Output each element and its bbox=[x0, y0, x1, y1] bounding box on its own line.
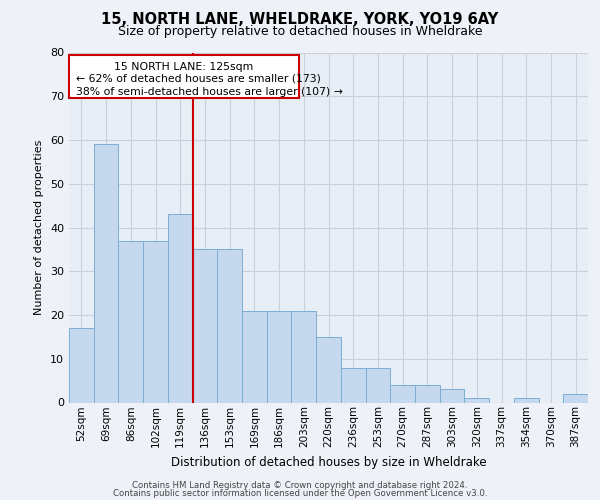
Bar bbox=[168, 214, 193, 402]
Bar bbox=[118, 240, 143, 402]
Bar bbox=[193, 250, 217, 402]
Bar bbox=[242, 310, 267, 402]
Bar bbox=[292, 310, 316, 402]
Bar bbox=[514, 398, 539, 402]
Text: Contains public sector information licensed under the Open Government Licence v3: Contains public sector information licen… bbox=[113, 490, 487, 498]
Y-axis label: Number of detached properties: Number of detached properties bbox=[34, 140, 44, 315]
Bar bbox=[341, 368, 365, 402]
X-axis label: Distribution of detached houses by size in Wheldrake: Distribution of detached houses by size … bbox=[170, 456, 487, 468]
Bar bbox=[217, 250, 242, 402]
FancyBboxPatch shape bbox=[69, 54, 299, 98]
Bar bbox=[390, 385, 415, 402]
Bar bbox=[365, 368, 390, 402]
Text: Size of property relative to detached houses in Wheldrake: Size of property relative to detached ho… bbox=[118, 25, 482, 38]
Bar bbox=[415, 385, 440, 402]
Text: ← 62% of detached houses are smaller (173): ← 62% of detached houses are smaller (17… bbox=[76, 74, 321, 84]
Bar bbox=[440, 390, 464, 402]
Bar bbox=[316, 337, 341, 402]
Text: Contains HM Land Registry data © Crown copyright and database right 2024.: Contains HM Land Registry data © Crown c… bbox=[132, 480, 468, 490]
Bar bbox=[94, 144, 118, 402]
Bar bbox=[464, 398, 489, 402]
Text: 15 NORTH LANE: 125sqm: 15 NORTH LANE: 125sqm bbox=[114, 62, 254, 72]
Bar bbox=[143, 240, 168, 402]
Text: 38% of semi-detached houses are larger (107) →: 38% of semi-detached houses are larger (… bbox=[76, 87, 343, 97]
Bar bbox=[69, 328, 94, 402]
Bar bbox=[267, 310, 292, 402]
Bar bbox=[563, 394, 588, 402]
Text: 15, NORTH LANE, WHELDRAKE, YORK, YO19 6AY: 15, NORTH LANE, WHELDRAKE, YORK, YO19 6A… bbox=[101, 12, 499, 28]
